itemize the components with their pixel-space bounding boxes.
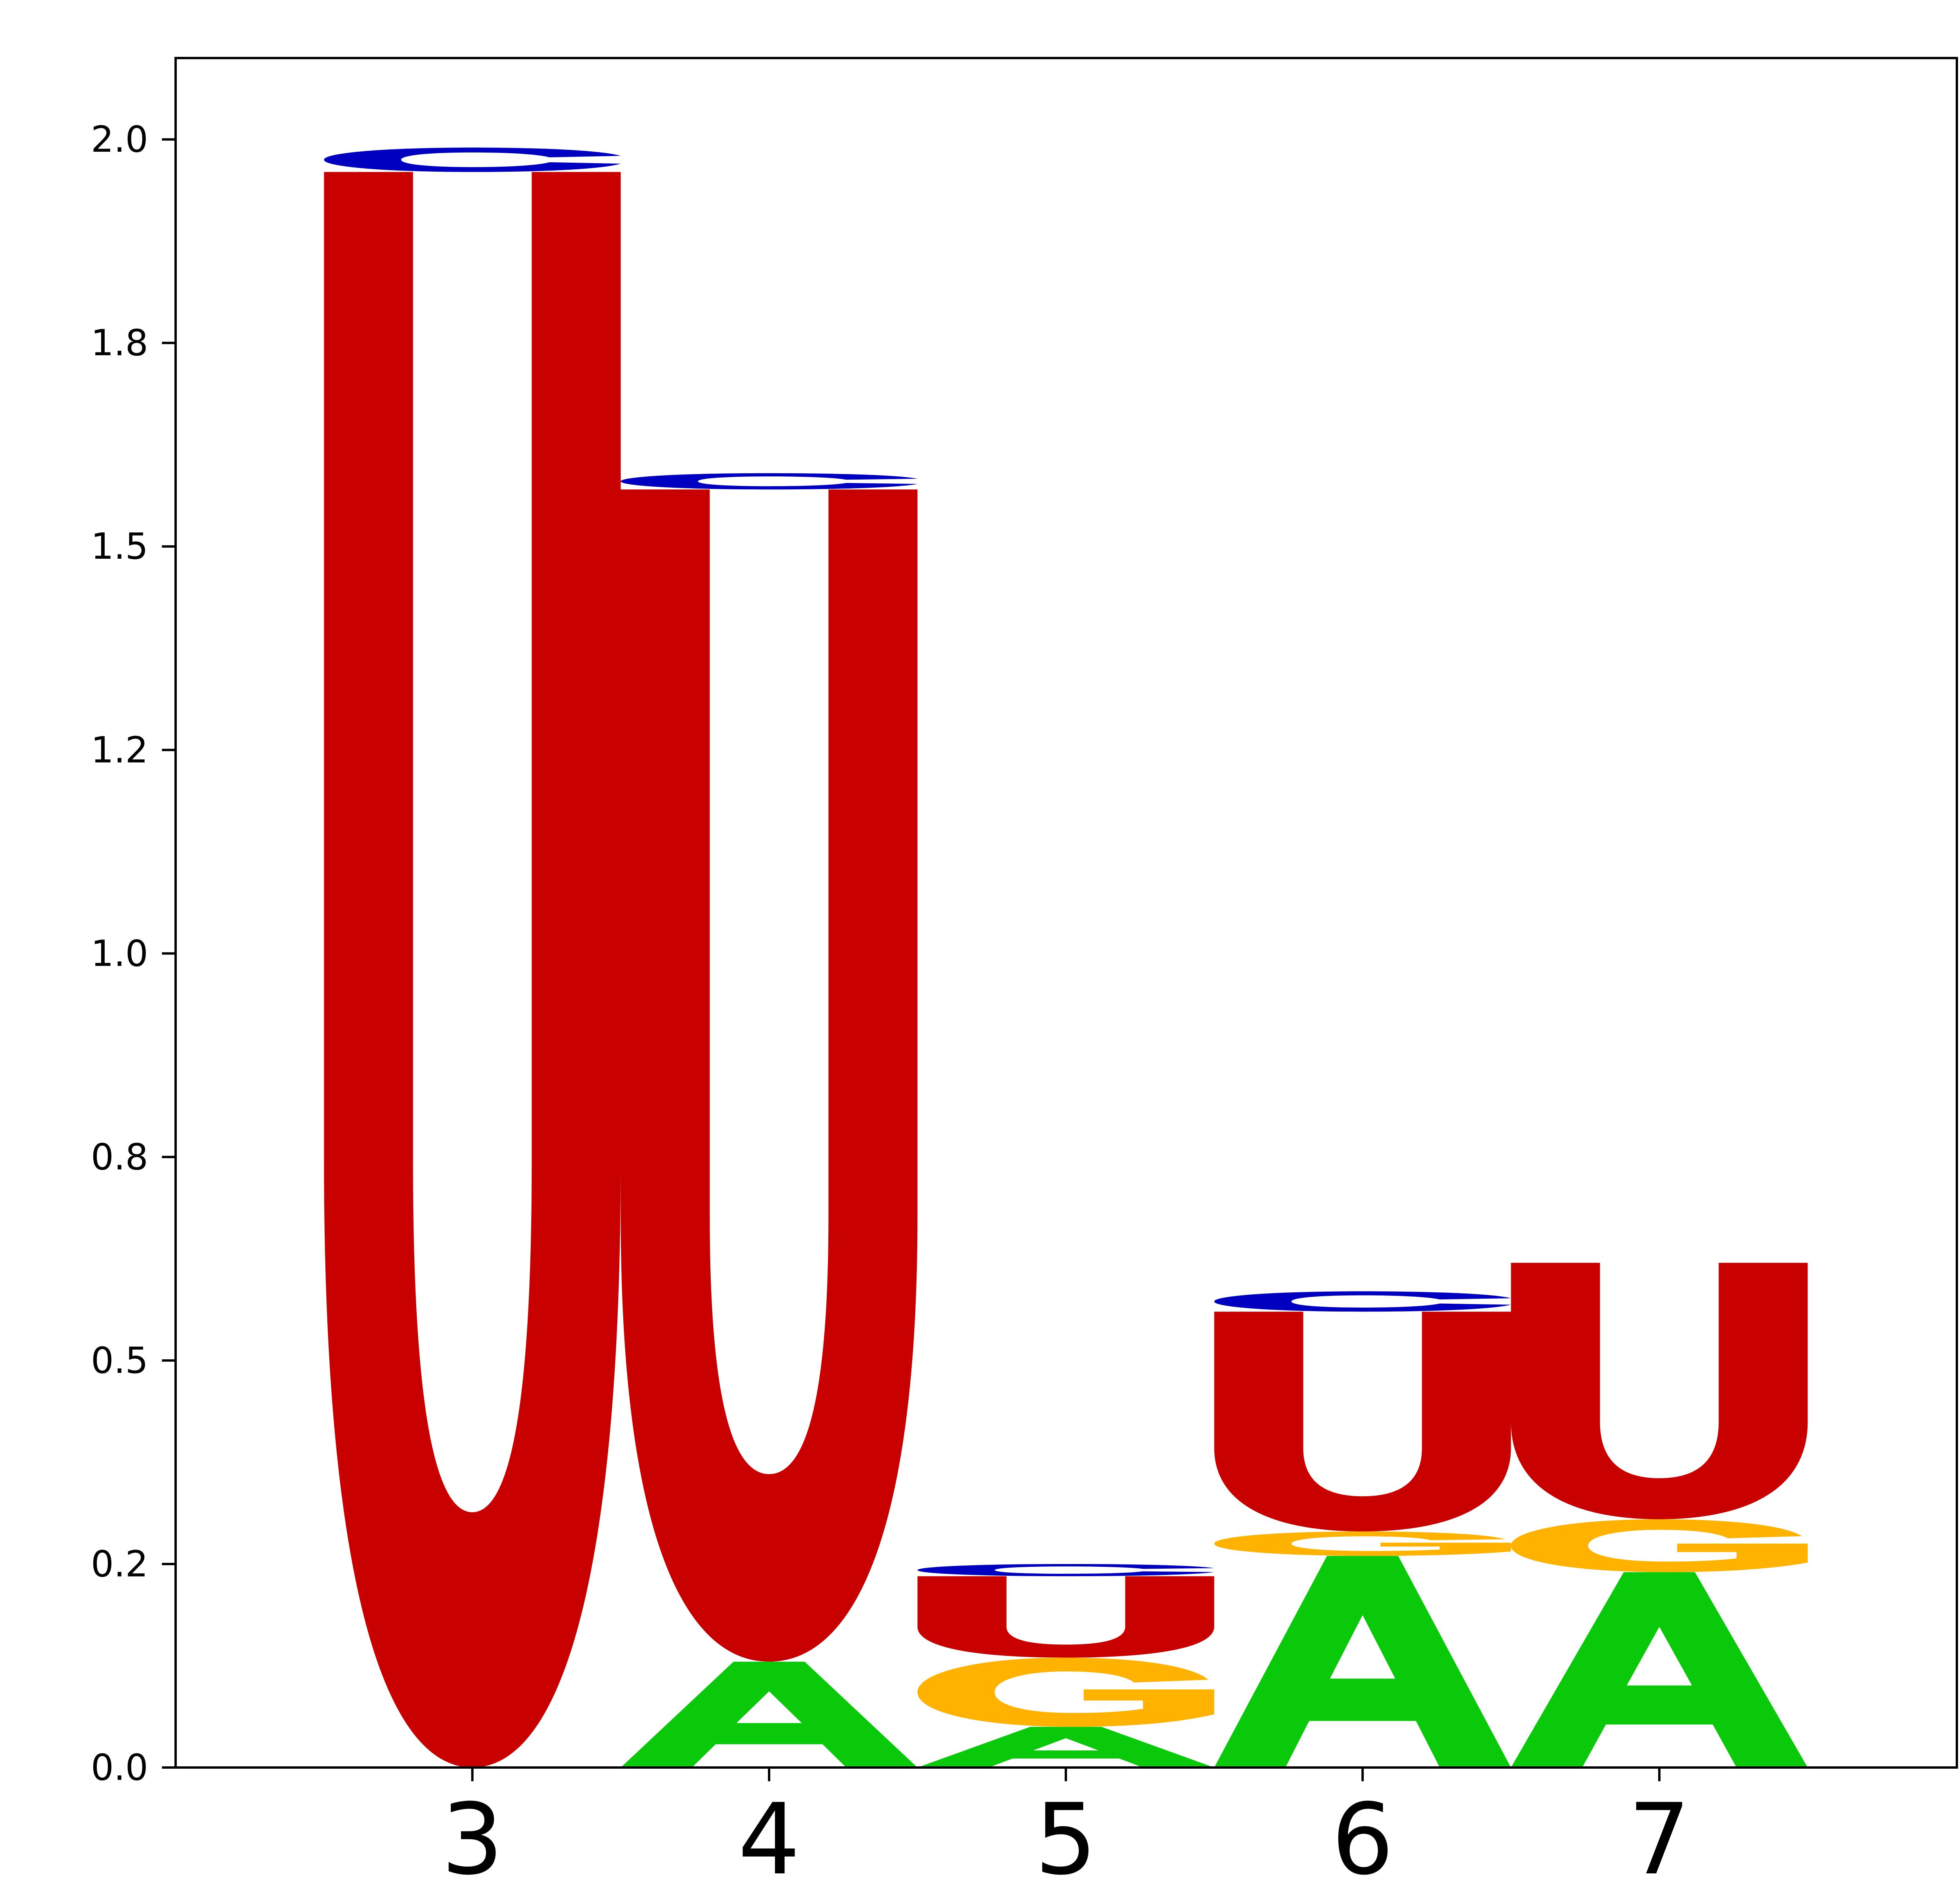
- x-tick-label: 5: [1034, 1782, 1097, 1882]
- letter-G-pos-5: [917, 1657, 1214, 1727]
- letter-A-pos-5: [917, 1727, 1214, 1768]
- x-tick-label: 4: [738, 1782, 800, 1882]
- x-tick-label: 6: [1331, 1782, 1394, 1882]
- letter-A-pos-7: [1511, 1572, 1808, 1768]
- letter-stacks: [324, 147, 1808, 1768]
- letter-C-pos-4: [621, 473, 918, 490]
- y-tick-label: 1.2: [91, 729, 148, 771]
- letter-G-pos-6: [1214, 1531, 1511, 1556]
- y-tick-label: 2.0: [91, 118, 148, 160]
- y-tick-label: 1.0: [91, 932, 148, 974]
- y-axis: 0.0 0.2 0.5 0.8 1.0 1.2 1.5 1.8 2.0: [91, 118, 176, 1789]
- letter-A-pos-6: [1214, 1556, 1511, 1768]
- letter-A-pos-4: [621, 1662, 918, 1768]
- y-tick-label: 0.0: [91, 1747, 148, 1789]
- x-tick-label: 7: [1628, 1782, 1690, 1882]
- letter-U-pos-4: [621, 489, 918, 1662]
- letter-G-pos-7: [1511, 1519, 1808, 1572]
- letter-C-pos-3: [324, 147, 621, 172]
- letter-U-pos-7: [1511, 1263, 1808, 1519]
- x-axis: 3 4 5 6 7: [441, 1768, 1691, 1882]
- y-tick-label: 0.8: [91, 1136, 148, 1178]
- letter-C-pos-5: [917, 1564, 1214, 1577]
- letter-U-pos-5: [917, 1576, 1214, 1658]
- y-tick-label: 0.5: [91, 1339, 148, 1381]
- x-tick-label: 3: [441, 1782, 503, 1882]
- y-tick-label: 1.5: [91, 525, 148, 567]
- letter-U-pos-6: [1214, 1312, 1511, 1531]
- letter-C-pos-6: [1214, 1291, 1511, 1312]
- y-tick-label: 1.8: [91, 322, 148, 364]
- letter-U-pos-3: [324, 172, 621, 1768]
- y-tick-label: 0.2: [91, 1543, 148, 1585]
